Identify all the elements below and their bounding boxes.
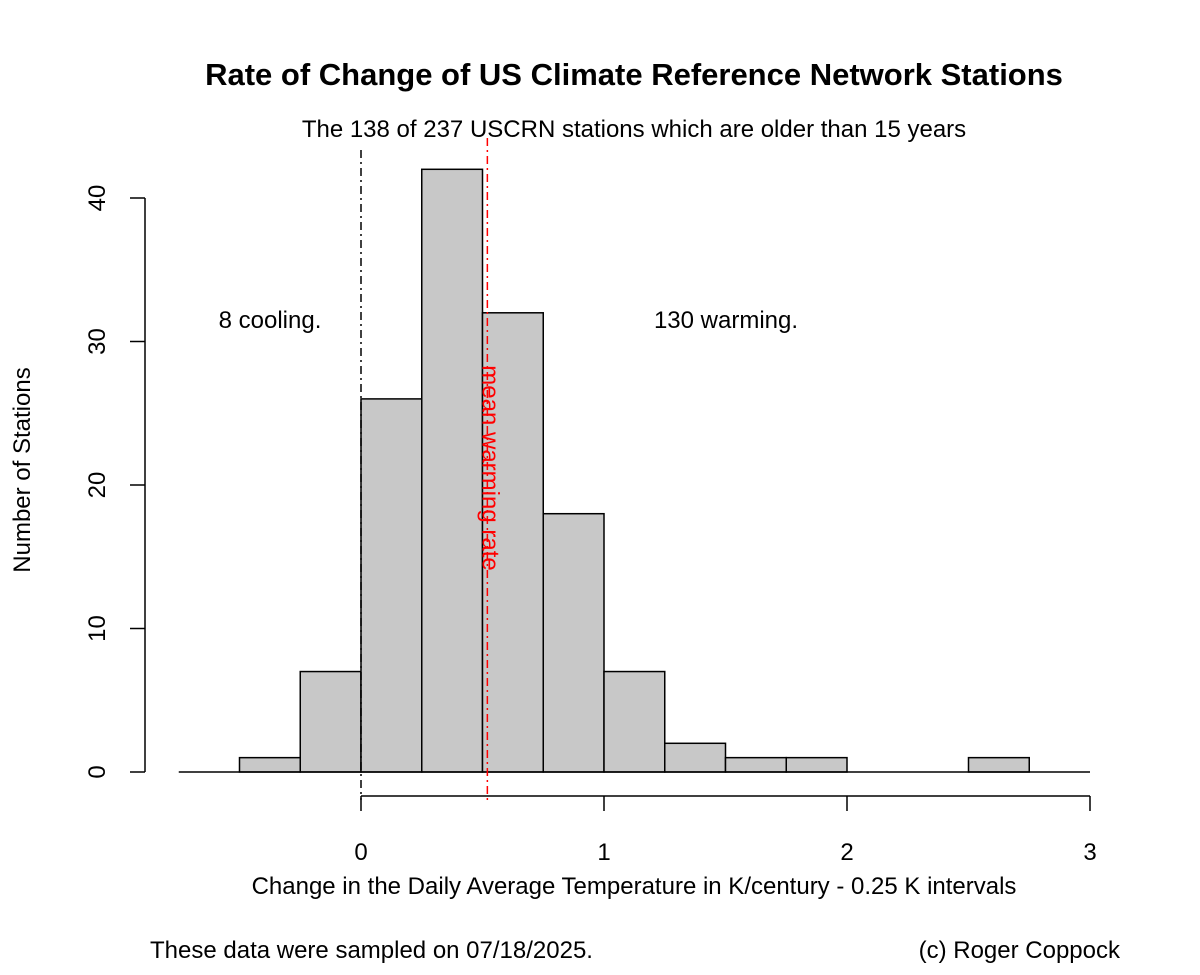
histogram-bars: [238, 168, 1030, 773]
footer-credit: (c) Roger Coppock: [919, 937, 1121, 964]
x-tick-label-2: 2: [840, 839, 853, 866]
y-axis: 0 10 20 30 40: [84, 185, 146, 779]
histogram-bar-2: [360, 398, 423, 773]
histogram-bar-10: [967, 756, 1030, 773]
reference-lines: [360, 138, 489, 800]
x-tick-label-0: 0: [354, 839, 367, 866]
cooling-count-label: 8 cooling.: [219, 307, 322, 334]
y-tick-label-0: 0: [84, 765, 111, 778]
footer-sample-date: These data were sampled on 07/18/2025.: [150, 937, 593, 964]
y-tick-label-30: 30: [84, 328, 111, 355]
x-axis-title: Change in the Daily Average Temperature …: [252, 873, 1017, 900]
histogram-bar-5: [542, 512, 605, 773]
histogram-bar-7: [664, 742, 727, 773]
histogram-bar-1: [299, 670, 362, 773]
histogram-bar-3: [421, 168, 484, 773]
mean-warming-rate-label: mean warming rate: [476, 365, 503, 570]
y-tick-label-20: 20: [84, 472, 111, 499]
histogram-bar-9: [785, 756, 848, 773]
x-axis: 0 1 2 3: [354, 795, 1097, 866]
chart-subtitle: The 138 of 237 USCRN stations which are …: [302, 116, 966, 143]
y-tick-label-40: 40: [84, 185, 111, 212]
x-tick-label-3: 3: [1083, 839, 1096, 866]
warming-count-label: 130 warming.: [654, 307, 798, 334]
histogram-bar-4: [481, 312, 544, 773]
histogram-bar-0: [238, 756, 301, 773]
histogram-bar-6: [603, 670, 666, 773]
chart-title: Rate of Change of US Climate Reference N…: [205, 57, 1063, 92]
histogram-bar-8: [724, 756, 787, 773]
y-axis-title: Number of Stations: [9, 367, 36, 572]
y-tick-label-10: 10: [84, 615, 111, 642]
x-tick-label-1: 1: [597, 839, 610, 866]
